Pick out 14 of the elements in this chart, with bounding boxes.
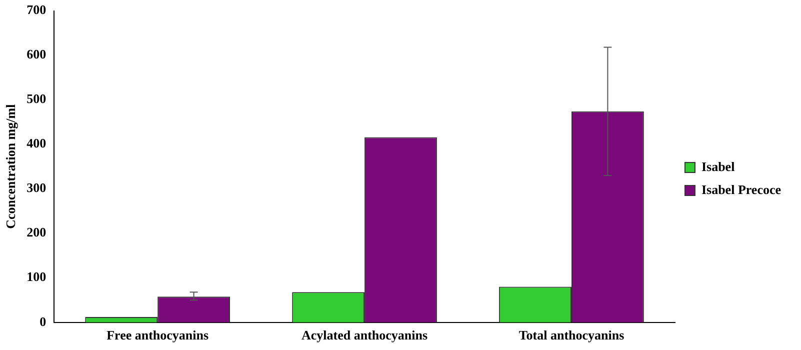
y-tick-label: 0 — [40, 314, 46, 329]
y-tick-label: 400 — [26, 136, 46, 151]
y-tick-label: 500 — [26, 91, 46, 106]
legend-label: Isabel — [701, 158, 736, 174]
x-tick-label: Total anthocyanins — [518, 328, 624, 343]
y-axis-title: Cconcentration mg/ml — [3, 104, 18, 229]
y-tick-label: 100 — [26, 269, 46, 284]
y-tick-label: 300 — [26, 180, 46, 196]
y-tick-label: 600 — [26, 46, 46, 62]
y-tick-label: 700 — [26, 2, 46, 18]
x-tick-label: Free anthocyanins — [106, 328, 209, 343]
x-tick-label: Acylated anthocyanins — [302, 328, 428, 343]
y-tick-label: 200 — [26, 224, 46, 240]
legend-label: Isabel Precoce — [701, 182, 782, 197]
